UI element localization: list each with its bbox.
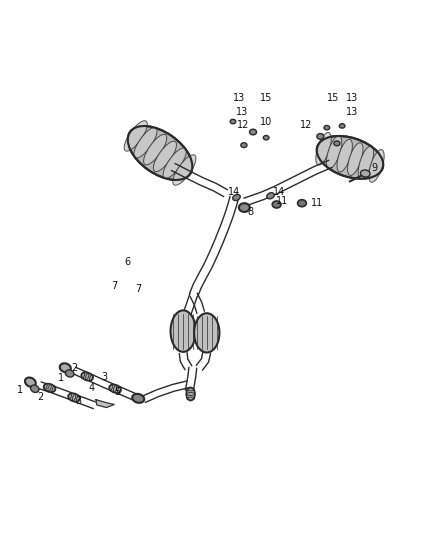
Text: 1: 1 bbox=[58, 373, 64, 383]
Ellipse shape bbox=[109, 385, 121, 393]
Ellipse shape bbox=[334, 141, 340, 146]
Text: 10: 10 bbox=[260, 117, 272, 127]
Ellipse shape bbox=[297, 200, 306, 207]
Ellipse shape bbox=[241, 143, 247, 148]
Ellipse shape bbox=[134, 127, 157, 158]
Ellipse shape bbox=[173, 155, 196, 185]
Ellipse shape bbox=[317, 134, 324, 139]
Text: 4: 4 bbox=[88, 383, 95, 393]
Text: 13: 13 bbox=[346, 107, 358, 117]
Text: 11: 11 bbox=[311, 198, 323, 208]
Text: 9: 9 bbox=[371, 163, 377, 173]
Ellipse shape bbox=[339, 124, 345, 128]
Polygon shape bbox=[96, 400, 114, 408]
Ellipse shape bbox=[31, 385, 39, 392]
Text: 13: 13 bbox=[236, 107, 248, 117]
Ellipse shape bbox=[324, 125, 330, 130]
Ellipse shape bbox=[272, 201, 281, 208]
Ellipse shape bbox=[348, 143, 363, 175]
Ellipse shape bbox=[194, 313, 219, 352]
Text: 15: 15 bbox=[260, 93, 272, 103]
Ellipse shape bbox=[186, 387, 195, 400]
Ellipse shape bbox=[317, 136, 383, 179]
Ellipse shape bbox=[316, 132, 331, 165]
Text: 3: 3 bbox=[75, 395, 81, 406]
Ellipse shape bbox=[60, 364, 71, 373]
Ellipse shape bbox=[337, 139, 353, 172]
Text: 5: 5 bbox=[115, 387, 121, 397]
Ellipse shape bbox=[124, 120, 147, 151]
Text: 13: 13 bbox=[346, 93, 358, 103]
Ellipse shape bbox=[81, 373, 93, 381]
Ellipse shape bbox=[239, 203, 250, 212]
Text: 3: 3 bbox=[102, 372, 108, 382]
Text: 1: 1 bbox=[17, 385, 23, 394]
Text: 7: 7 bbox=[111, 281, 117, 291]
Ellipse shape bbox=[230, 119, 236, 124]
Text: 12: 12 bbox=[237, 119, 249, 130]
Text: 14: 14 bbox=[273, 187, 286, 197]
Ellipse shape bbox=[360, 170, 370, 177]
Ellipse shape bbox=[65, 370, 74, 377]
Ellipse shape bbox=[369, 150, 384, 182]
Text: 2: 2 bbox=[37, 392, 43, 402]
Ellipse shape bbox=[153, 141, 177, 172]
Ellipse shape bbox=[170, 310, 196, 352]
Ellipse shape bbox=[132, 394, 144, 403]
Ellipse shape bbox=[267, 193, 274, 199]
Text: 14: 14 bbox=[228, 187, 240, 197]
Ellipse shape bbox=[44, 384, 56, 392]
Text: 7: 7 bbox=[135, 284, 141, 294]
Text: 6: 6 bbox=[124, 257, 131, 267]
Ellipse shape bbox=[250, 129, 257, 135]
Text: 13: 13 bbox=[233, 93, 245, 103]
Ellipse shape bbox=[358, 146, 374, 179]
Text: 2: 2 bbox=[71, 363, 77, 373]
Text: 15: 15 bbox=[327, 93, 339, 103]
Text: 8: 8 bbox=[248, 207, 254, 217]
Text: 11: 11 bbox=[276, 196, 289, 206]
Text: 12: 12 bbox=[300, 119, 312, 130]
Ellipse shape bbox=[144, 134, 167, 165]
Ellipse shape bbox=[263, 135, 269, 140]
Ellipse shape bbox=[326, 136, 342, 168]
Ellipse shape bbox=[25, 377, 36, 387]
Ellipse shape bbox=[128, 126, 192, 180]
Ellipse shape bbox=[233, 195, 240, 200]
Ellipse shape bbox=[68, 393, 80, 402]
Ellipse shape bbox=[163, 148, 186, 179]
